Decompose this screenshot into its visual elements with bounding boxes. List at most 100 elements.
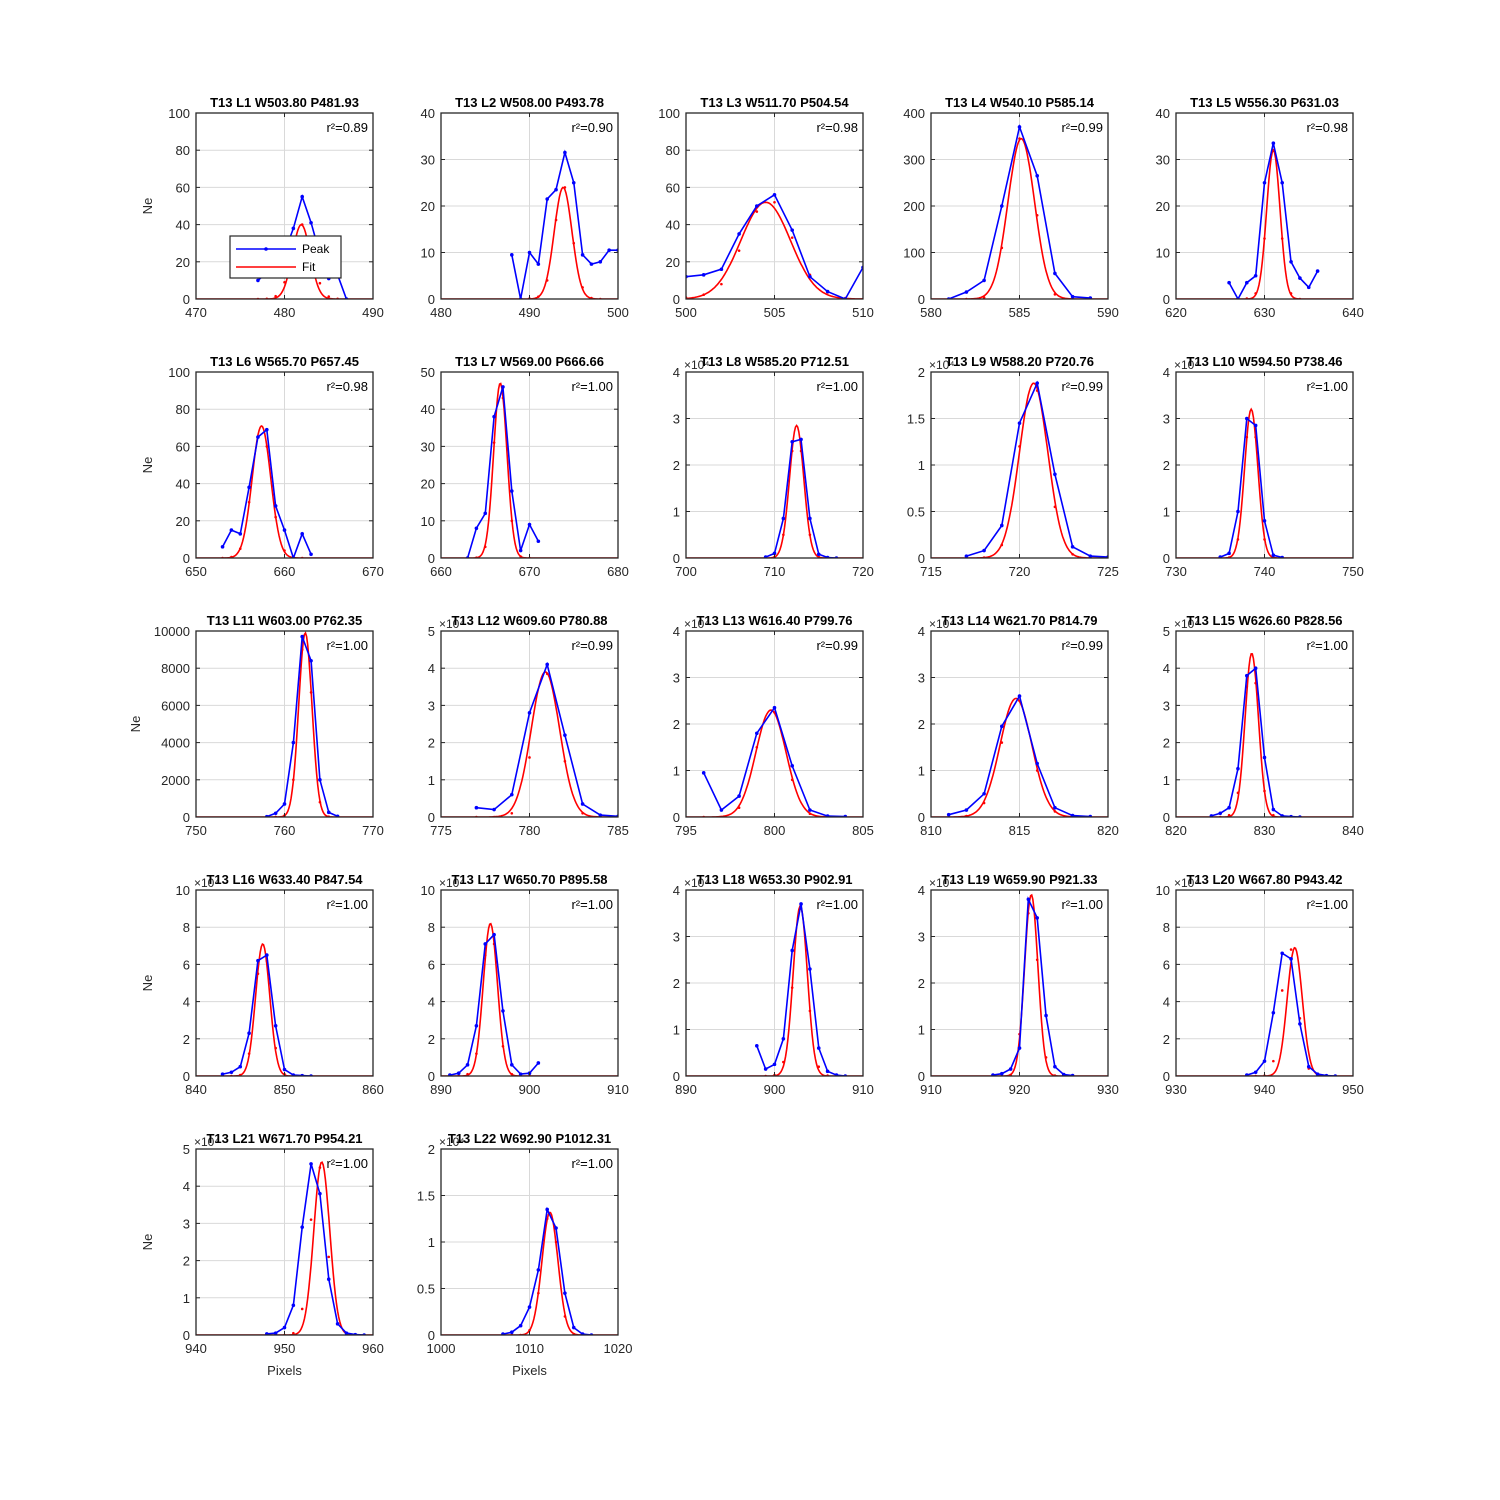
peak-point [536, 1061, 541, 1065]
fit-point [238, 547, 242, 550]
peak-point [808, 967, 812, 971]
peak-point [799, 902, 803, 906]
peak-point [518, 548, 523, 553]
x-tick-label: 770 [362, 823, 384, 838]
peak-point [571, 180, 576, 185]
peak-point [1035, 173, 1039, 178]
y-tick-label: 3 [673, 930, 680, 945]
x-tick-label: 1020 [604, 1341, 633, 1356]
y-tick-label: 10 [176, 883, 190, 898]
y-tick-label: 60 [666, 180, 680, 195]
peak-point [554, 1226, 558, 1230]
fit-point [554, 218, 558, 222]
peak-point [1253, 423, 1258, 428]
peak-point [790, 439, 794, 444]
y-tick-label: 3 [1163, 412, 1170, 427]
x-tick-label: 760 [274, 823, 296, 838]
peak-point [816, 1046, 821, 1050]
peak-point [598, 260, 603, 264]
fit-point [545, 279, 549, 282]
r-squared-label: r²=0.90 [571, 120, 613, 135]
fit-point [318, 281, 322, 285]
fit-point [755, 210, 759, 213]
peak-point [563, 733, 567, 737]
peak-point [781, 516, 786, 521]
fit-point [1272, 813, 1275, 817]
peak-point [799, 437, 803, 442]
peak-point [536, 262, 541, 266]
x-tick-label: 820 [1097, 823, 1119, 838]
legend: Peak Fit [229, 235, 342, 279]
x-tick-label: 815 [1009, 823, 1031, 838]
fit-point [274, 294, 277, 298]
y-tick-label: 30 [421, 153, 435, 168]
peak-point [964, 554, 969, 558]
peak-point [492, 807, 496, 812]
peak-point [273, 504, 278, 508]
x-tick-label: 930 [1097, 1082, 1119, 1097]
peak-point [518, 1323, 523, 1328]
y-tick-label: 2 [918, 365, 925, 380]
fit-point [247, 1052, 251, 1055]
subplot-title: T13 L20 W667.80 P943.42 [1186, 872, 1342, 887]
peak-point [483, 511, 488, 516]
fit-point [1289, 292, 1293, 295]
peak-point [1061, 1072, 1066, 1076]
y-tick-label: 40 [176, 218, 190, 233]
y-tick-label: 20 [176, 255, 190, 270]
fit-point [1000, 543, 1004, 547]
subplot-title: T13 L11 W603.00 P762.35 [207, 613, 362, 628]
peak-point [220, 1072, 225, 1076]
y-tick-label: 20 [176, 514, 190, 529]
r-squared-label: r²=0.89 [326, 120, 368, 135]
peak-point [492, 932, 496, 937]
r-squared-label: r²=0.98 [1306, 120, 1348, 135]
x-tick-label: 1010 [515, 1341, 544, 1356]
peak-point [607, 248, 611, 252]
y-tick-label: 1 [428, 773, 435, 788]
y-tick-label: 0 [183, 1069, 190, 1084]
peak-point [282, 802, 287, 806]
y-tick-label: 0 [183, 551, 190, 566]
fit-point [563, 759, 567, 763]
peak-point [825, 289, 830, 294]
fit-point [1263, 237, 1266, 240]
x-tick-label: 900 [519, 1082, 541, 1097]
y-tick-label: 3 [673, 671, 680, 686]
fit-point [519, 555, 522, 558]
peak-point [1218, 555, 1223, 558]
peak-point [265, 427, 269, 432]
subplot-2: 480 490 500 0 10 20 30 40 T13 L2 W508.00 P493.78… [421, 95, 629, 320]
x-tick-label: 490 [362, 305, 384, 320]
fit-point [563, 1315, 567, 1318]
y-multiplier: ×10⁴ [439, 617, 465, 631]
x-tick-label: 780 [519, 823, 541, 838]
fit-point [790, 986, 794, 989]
y-tick-label: 8000 [161, 661, 190, 676]
peak-point [300, 1225, 305, 1229]
peak-point [1289, 260, 1293, 264]
peak-point [1035, 381, 1039, 385]
y-tick-label: 4 [428, 661, 435, 676]
peak-point [527, 1305, 532, 1309]
y-tick-label: 0.5 [907, 505, 925, 520]
peak-point [318, 778, 322, 782]
peak-point [273, 811, 278, 816]
peak-point [510, 253, 514, 257]
fit-point [808, 812, 812, 816]
x-tick-label: 500 [675, 305, 697, 320]
peak-point [1053, 271, 1057, 276]
x-tick-label: 900 [764, 1082, 786, 1097]
subplot-title: T13 L2 W508.00 P493.78 [455, 95, 604, 110]
peak-point [946, 812, 951, 817]
y-tick-label: 100 [658, 106, 680, 121]
legend-peak-label: Peak [302, 242, 330, 256]
peak-point [256, 958, 260, 963]
peak-point [1262, 180, 1267, 185]
peak-point [563, 150, 567, 155]
fit-point [309, 1218, 313, 1221]
peak-point [772, 193, 777, 197]
